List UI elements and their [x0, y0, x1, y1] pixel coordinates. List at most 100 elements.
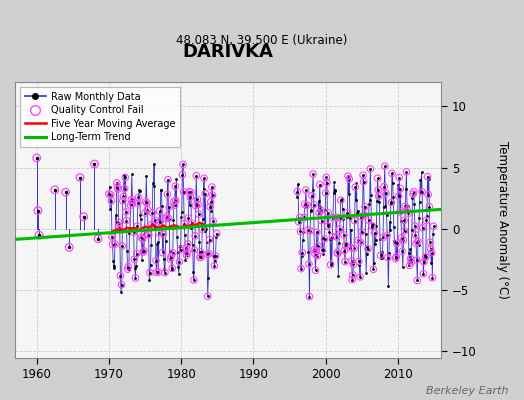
- Point: [314, 243, 322, 249]
- Point: [122, 209, 130, 215]
- Point: [322, 174, 331, 180]
- Point: [328, 234, 336, 240]
- Point: [154, 269, 162, 275]
- Point: [196, 248, 205, 255]
- Point: [341, 258, 349, 265]
- Point: [358, 228, 366, 235]
- Point: [183, 249, 191, 255]
- Point: [171, 197, 180, 204]
- Point: [166, 256, 174, 262]
- Y-axis label: Temperature Anomaly (°C): Temperature Anomaly (°C): [496, 141, 509, 299]
- Point: [399, 237, 408, 243]
- Text: 48.083 N, 39.500 E (Ukraine): 48.083 N, 39.500 E (Ukraine): [176, 34, 348, 47]
- Point: [397, 234, 406, 241]
- Point: [121, 174, 129, 181]
- Point: [428, 250, 436, 256]
- Point: [193, 196, 202, 202]
- Point: [426, 239, 434, 246]
- Point: [412, 240, 420, 247]
- Point: [178, 172, 187, 178]
- Point: [403, 206, 411, 213]
- Point: [108, 241, 117, 248]
- Point: [380, 163, 389, 169]
- Point: [65, 244, 73, 250]
- Point: [108, 234, 116, 240]
- Point: [111, 241, 119, 247]
- Point: [124, 263, 133, 270]
- Point: [164, 176, 172, 183]
- Point: [404, 210, 412, 216]
- Point: [383, 232, 391, 239]
- Point: [206, 204, 214, 210]
- Point: [179, 161, 187, 168]
- Point: [414, 238, 422, 245]
- Point: [185, 188, 193, 195]
- Point: [90, 161, 99, 167]
- Point: [391, 256, 400, 262]
- Point: [401, 203, 409, 210]
- Point: [106, 192, 115, 198]
- Point: [144, 231, 152, 238]
- Point: [387, 200, 396, 206]
- Point: [180, 221, 189, 227]
- Point: [342, 242, 350, 249]
- Point: [152, 257, 160, 264]
- Point: [344, 173, 352, 179]
- Point: [424, 191, 432, 198]
- Point: [182, 252, 191, 258]
- Point: [350, 245, 358, 252]
- Point: [114, 219, 123, 226]
- Point: [311, 250, 319, 257]
- Point: [128, 200, 137, 207]
- Point: [333, 249, 342, 256]
- Point: [76, 174, 84, 181]
- Point: [130, 256, 138, 262]
- Point: [370, 230, 379, 236]
- Point: [312, 229, 321, 236]
- Point: [205, 236, 214, 243]
- Point: [324, 210, 332, 216]
- Point: [409, 188, 418, 195]
- Point: [315, 181, 324, 188]
- Point: [188, 220, 196, 227]
- Point: [411, 223, 419, 229]
- Point: [421, 254, 430, 260]
- Point: [350, 261, 358, 268]
- Point: [151, 217, 159, 224]
- Point: [137, 234, 146, 241]
- Point: [145, 232, 153, 238]
- Point: [210, 262, 219, 269]
- Point: [332, 234, 340, 240]
- Point: [402, 169, 411, 175]
- Point: [118, 198, 127, 204]
- Point: [146, 270, 154, 276]
- Point: [318, 217, 326, 224]
- Point: [165, 215, 173, 222]
- Point: [312, 248, 320, 254]
- Point: [205, 250, 213, 257]
- Point: [119, 193, 128, 200]
- Point: [320, 236, 329, 242]
- Point: [177, 246, 185, 253]
- Point: [118, 243, 126, 249]
- Point: [94, 236, 102, 242]
- Point: [50, 186, 59, 193]
- Point: [159, 231, 167, 238]
- Point: [167, 254, 175, 260]
- Point: [121, 185, 129, 192]
- Point: [407, 259, 416, 265]
- Point: [348, 272, 357, 278]
- Point: [419, 225, 427, 231]
- Point: [134, 194, 143, 200]
- Point: [375, 193, 383, 199]
- Point: [310, 246, 319, 253]
- Point: [107, 198, 116, 204]
- Point: [355, 258, 363, 265]
- Point: [298, 249, 307, 256]
- Point: [134, 200, 142, 206]
- Point: [169, 250, 177, 256]
- Point: [322, 190, 330, 196]
- Point: [155, 230, 163, 236]
- Point: [116, 272, 125, 279]
- Point: [139, 249, 147, 255]
